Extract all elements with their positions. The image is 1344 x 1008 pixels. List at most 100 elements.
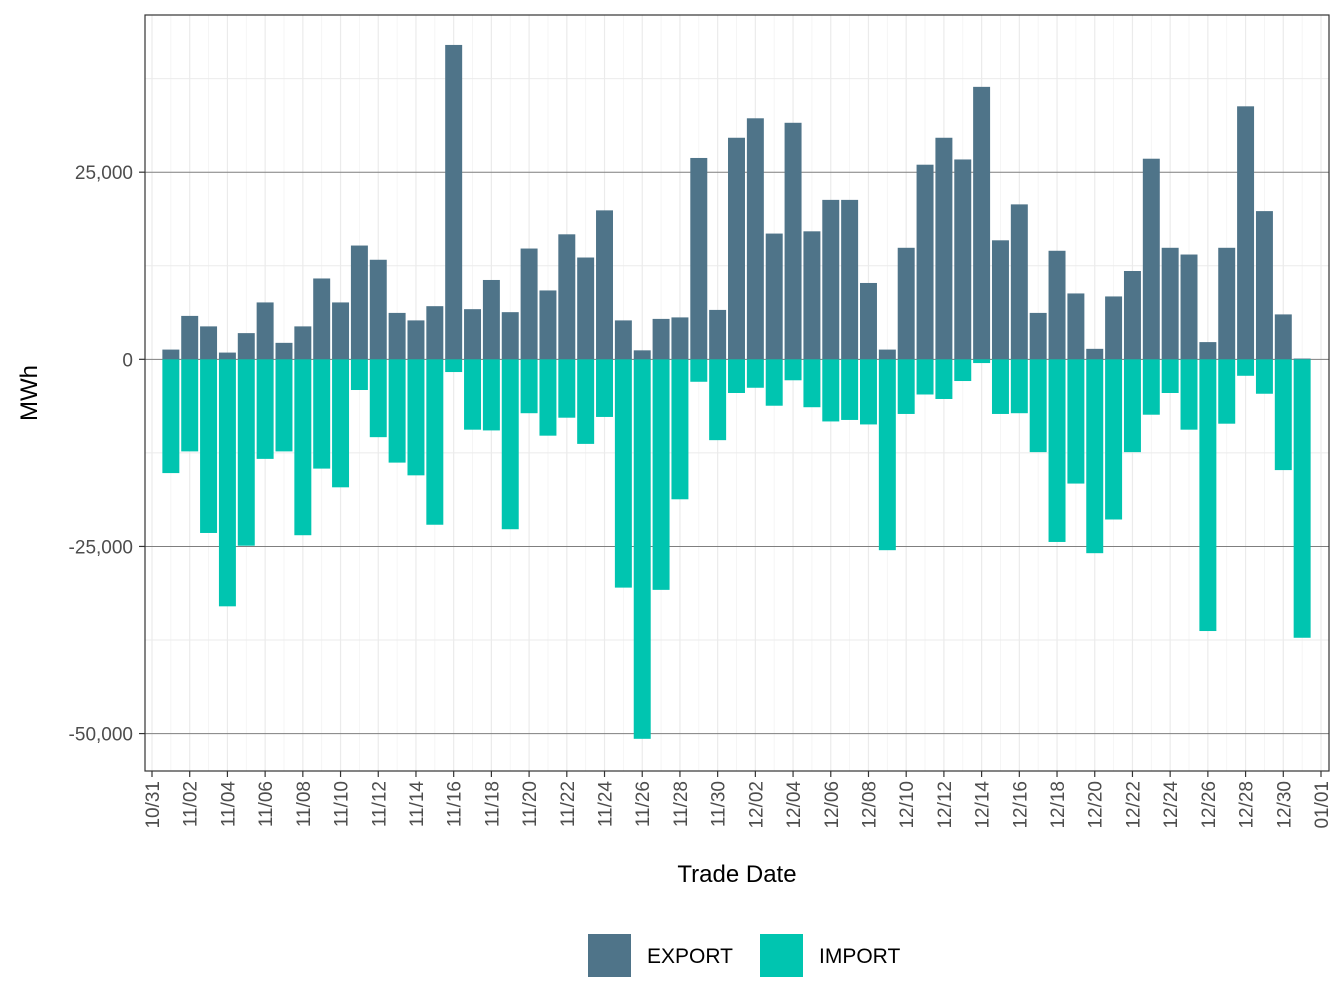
bar-import xyxy=(1029,359,1047,453)
bar-export xyxy=(237,333,255,360)
plot-border xyxy=(144,14,1330,772)
bar-import xyxy=(1218,359,1236,424)
bar-export xyxy=(200,326,218,360)
bar-import xyxy=(1293,359,1311,638)
bar-export xyxy=(1218,247,1236,360)
bar-export xyxy=(501,312,519,360)
bar-import xyxy=(803,359,821,408)
x-tick-label: 11/20 xyxy=(520,781,541,827)
bar-export xyxy=(991,240,1009,360)
bar-export xyxy=(652,318,670,360)
x-tick-label: 12/12 xyxy=(935,781,956,829)
x-tick-label: 12/20 xyxy=(1086,781,1107,829)
bar-export xyxy=(803,231,821,360)
bar-export xyxy=(332,302,350,360)
bar-export xyxy=(897,247,915,360)
bar-export xyxy=(1293,358,1311,360)
bar-import xyxy=(859,359,877,425)
bar-export xyxy=(407,320,425,360)
x-tick-label: 12/10 xyxy=(897,781,918,829)
bar-import xyxy=(991,359,1009,414)
bar-export xyxy=(728,137,745,360)
x-tick-label: 11/16 xyxy=(445,781,466,827)
bar-import xyxy=(1199,359,1217,632)
bar-import xyxy=(728,359,745,393)
y-tick-label: -25,000 xyxy=(69,537,133,558)
legend-key-export xyxy=(588,934,631,977)
bar-import xyxy=(407,359,425,476)
bar-import xyxy=(388,359,406,463)
bars xyxy=(162,44,1311,739)
bar-export xyxy=(973,86,991,360)
bar-import xyxy=(482,359,500,431)
bar-export xyxy=(671,317,689,360)
x-tick-label: 12/26 xyxy=(1199,781,1220,829)
bar-import xyxy=(313,359,331,469)
bar-import xyxy=(822,359,840,422)
bar-export xyxy=(1161,247,1179,360)
bar-import xyxy=(1010,359,1028,414)
x-tick-label: 11/04 xyxy=(218,781,239,828)
bar-export xyxy=(1274,314,1292,360)
bar-export xyxy=(313,278,331,360)
bar-import xyxy=(1180,359,1198,430)
x-tick-label: 12/28 xyxy=(1237,781,1258,829)
bar-import xyxy=(841,359,859,420)
bar-export xyxy=(596,210,614,360)
x-tick-label: 11/10 xyxy=(332,781,353,827)
bar-import xyxy=(464,359,482,430)
bar-export xyxy=(539,290,557,360)
x-tick-label: 11/22 xyxy=(558,781,579,827)
y-axis-title: MWh xyxy=(16,365,43,421)
bar-import xyxy=(445,359,463,373)
bar-import xyxy=(539,359,557,436)
bar-import xyxy=(1123,359,1141,453)
x-tick-label: 12/14 xyxy=(973,781,994,829)
bar-export xyxy=(464,309,482,360)
bar-export xyxy=(1048,250,1066,360)
bar-export xyxy=(388,312,406,360)
bar-import xyxy=(1067,359,1085,484)
y-axis: 25,000 0 -25,000 -50,000 xyxy=(69,163,145,746)
x-tick-label: 11/12 xyxy=(369,781,390,827)
bar-export xyxy=(275,342,293,360)
bar-export xyxy=(162,349,180,360)
bar-export xyxy=(859,282,877,360)
bar-import xyxy=(916,359,934,395)
bar-import xyxy=(897,359,915,414)
bar-export xyxy=(218,352,236,360)
bar-export xyxy=(916,164,934,360)
x-tick-label: 12/22 xyxy=(1123,781,1144,829)
x-tick-label: 12/16 xyxy=(1010,781,1031,829)
x-tick-label: 11/24 xyxy=(596,781,617,828)
bar-import xyxy=(614,359,632,588)
bar-export xyxy=(954,159,972,360)
bar-import xyxy=(973,359,991,364)
bar-import xyxy=(218,359,236,607)
bar-import xyxy=(350,359,368,391)
bar-export xyxy=(1010,204,1028,360)
legend-label-import: IMPORT xyxy=(819,945,900,968)
bar-export xyxy=(709,309,727,360)
bar-import xyxy=(1105,359,1123,520)
bar-import xyxy=(690,359,708,382)
bar-export xyxy=(1180,254,1198,360)
bar-import xyxy=(520,359,538,414)
x-tick-label: 11/14 xyxy=(407,781,428,828)
x-tick-label: 12/06 xyxy=(822,781,843,829)
bar-export xyxy=(520,248,538,360)
bar-export xyxy=(765,233,783,360)
bar-export xyxy=(633,350,651,360)
bar-export xyxy=(822,199,840,360)
bar-export xyxy=(350,245,368,360)
bar-import xyxy=(935,359,953,399)
bar-import xyxy=(162,359,180,474)
bar-export xyxy=(784,122,802,360)
bar-export xyxy=(1123,270,1141,360)
x-axis-title: Trade Date xyxy=(677,861,796,888)
bar-export xyxy=(935,137,953,360)
x-tick-label: 12/08 xyxy=(859,781,880,829)
y-tick-label: -50,000 xyxy=(69,725,133,746)
bar-export xyxy=(294,326,312,360)
